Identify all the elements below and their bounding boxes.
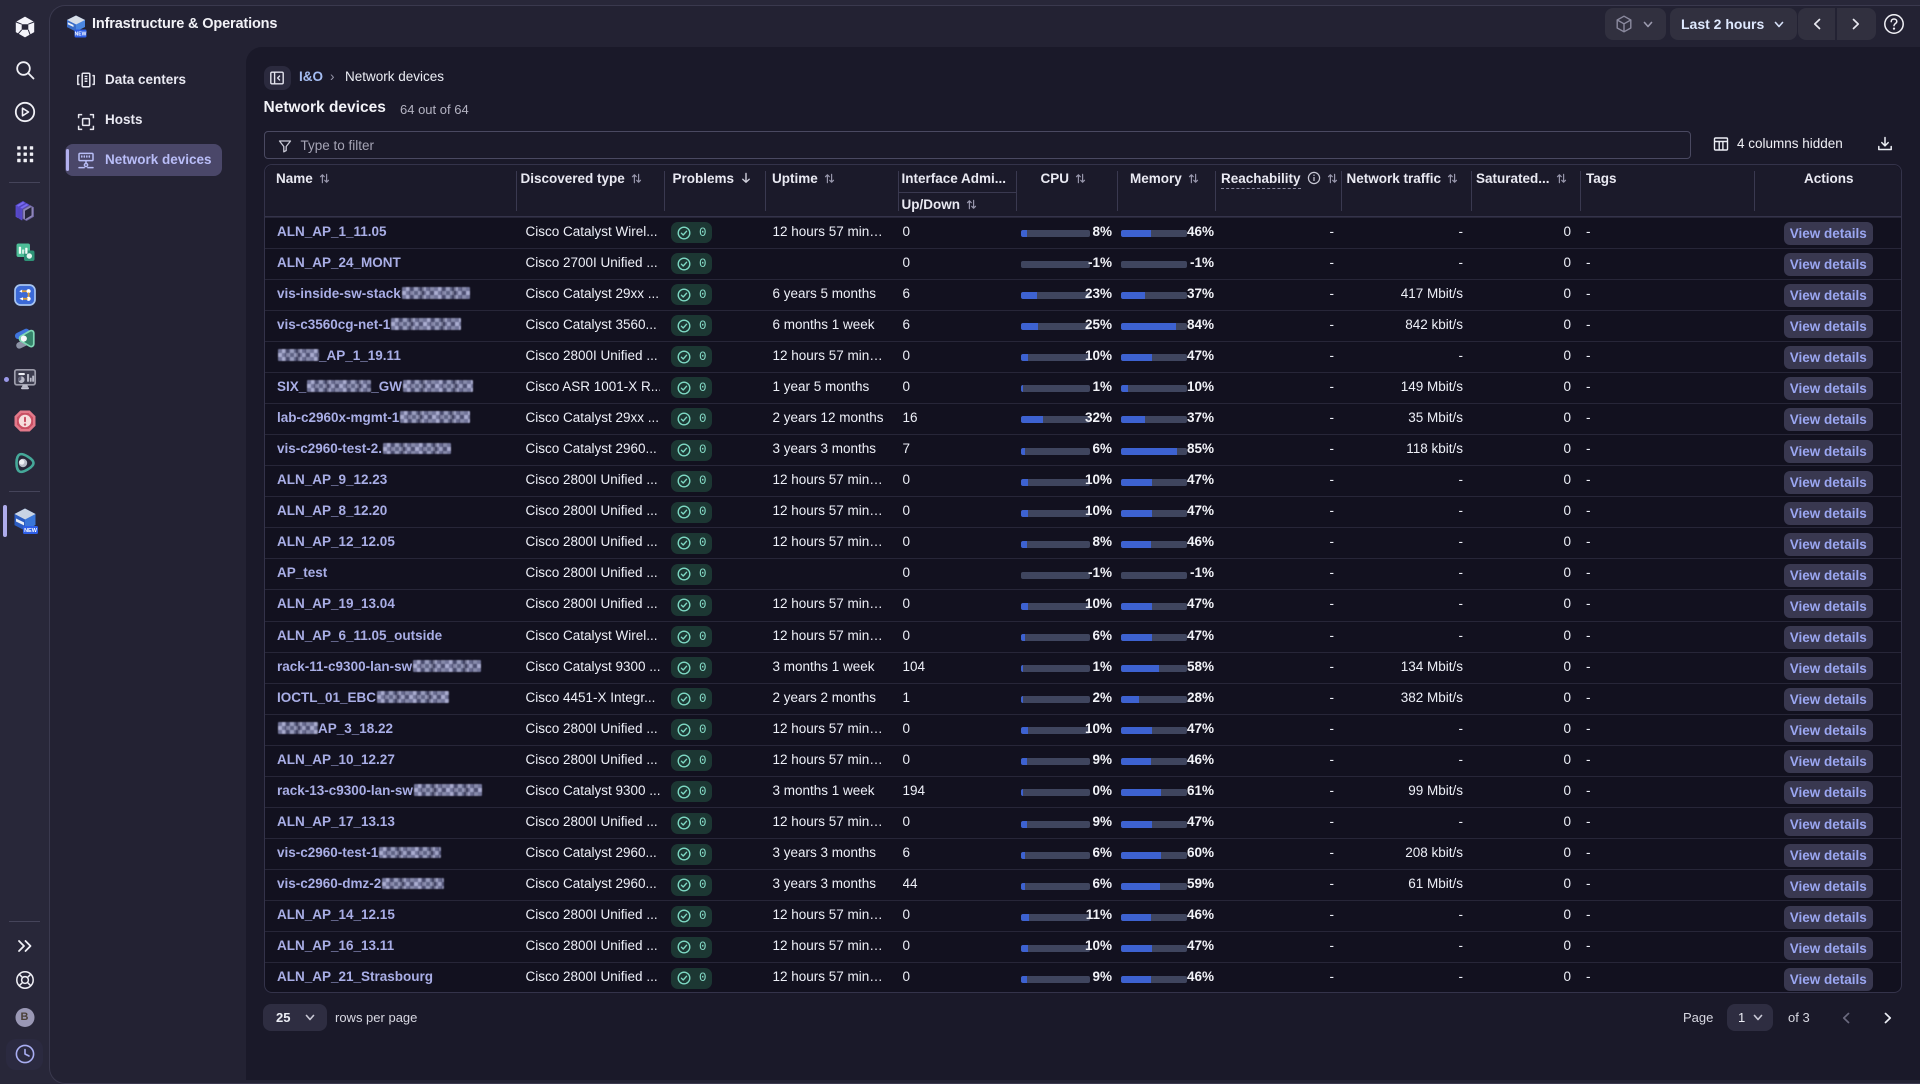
svg-text:NEW: NEW: [24, 528, 38, 534]
svg-text:NEW: NEW: [75, 32, 87, 38]
